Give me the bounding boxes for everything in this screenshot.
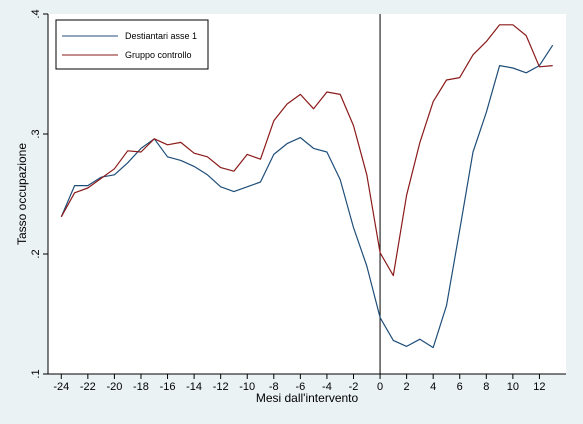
legend-box bbox=[55, 19, 209, 70]
x-tick-label: -20 bbox=[106, 381, 122, 393]
x-tick-label: 2 bbox=[404, 381, 410, 393]
x-tick-label: 0 bbox=[377, 381, 383, 393]
y-tick-label: .2 bbox=[30, 249, 42, 258]
plot-area bbox=[48, 14, 566, 374]
x-tick-label: -24 bbox=[53, 381, 69, 393]
x-tick-label: -6 bbox=[295, 381, 305, 393]
x-tick-label: -22 bbox=[80, 381, 96, 393]
x-tick-label: 4 bbox=[430, 381, 436, 393]
legend: Destiantari asse 1 Gruppo controllo bbox=[55, 19, 209, 70]
y-tick-label: .1 bbox=[30, 369, 42, 378]
x-tick-label: -2 bbox=[349, 381, 359, 393]
x-tick-label: 12 bbox=[533, 381, 545, 393]
y-tick-label: .3 bbox=[30, 129, 42, 138]
legend-label-series-1: Destiantari asse 1 bbox=[125, 31, 197, 41]
series-line-2 bbox=[60, 24, 553, 277]
x-tick-label: -16 bbox=[160, 381, 176, 393]
series-line-1 bbox=[60, 44, 554, 349]
y-axis-title: Tasso occupazione bbox=[15, 143, 29, 245]
x-tick-label: -4 bbox=[322, 381, 332, 393]
legend-label-series-2: Gruppo controllo bbox=[125, 50, 192, 60]
x-tick-label: -18 bbox=[133, 381, 149, 393]
x-tick-label: -8 bbox=[269, 381, 279, 393]
x-tick-label: 8 bbox=[483, 381, 489, 393]
x-tick-label: -14 bbox=[186, 381, 202, 393]
y-tick-label: .4 bbox=[30, 9, 42, 18]
x-tick-label: -12 bbox=[213, 381, 229, 393]
x-tick-label: 6 bbox=[457, 381, 463, 393]
x-axis-title: Mesi dall'intervento bbox=[256, 391, 359, 405]
x-tick-label: -10 bbox=[239, 381, 255, 393]
x-tick-label: 10 bbox=[507, 381, 519, 393]
